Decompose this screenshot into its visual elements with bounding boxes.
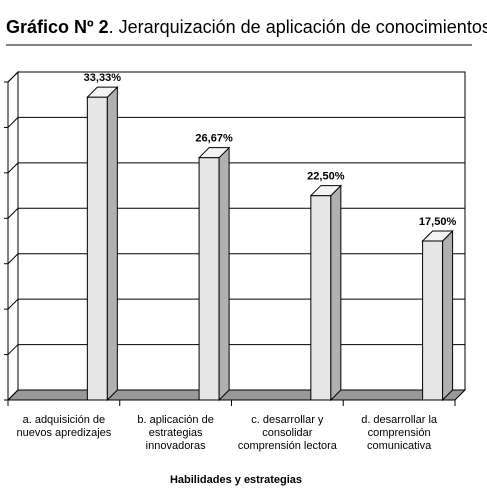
- bar-face: [198, 157, 220, 401]
- x-tick-label: d. desarrollar la: [361, 414, 438, 426]
- side-wall: [7, 70, 19, 402]
- bar-face: [86, 86, 119, 98]
- bar-face: [106, 85, 118, 402]
- chart-title: Gráfico Nº 2. Jerarquización de aplicaci…: [6, 17, 487, 37]
- grid-line: [7, 116, 465, 128]
- x-tick-label: estrategias: [149, 427, 203, 439]
- x-tick-label: comprensión: [368, 427, 431, 439]
- value-label: 22,50%: [307, 171, 345, 183]
- title-bold: Gráfico Nº 2: [6, 17, 109, 37]
- value-label: 17,50%: [419, 216, 457, 228]
- back-wall: [17, 71, 466, 391]
- grid-line: [7, 162, 465, 174]
- bar-face: [421, 230, 454, 242]
- bar: [309, 184, 343, 402]
- x-tick-label: innovadoras: [146, 440, 206, 452]
- bar-face: [86, 96, 108, 401]
- x-tick-label: c. desarrollar y: [251, 414, 324, 426]
- x-tick-label: a. adquisición de: [23, 414, 106, 426]
- bar-face: [197, 147, 231, 159]
- x-tick-label: consolidar: [262, 427, 312, 439]
- bar: [86, 85, 119, 402]
- x-tick-label: b. aplicación de: [137, 414, 213, 426]
- bar-face: [330, 184, 342, 402]
- value-label: 33,33%: [84, 72, 122, 84]
- bar-face: [218, 146, 230, 402]
- bar: [421, 229, 454, 402]
- x-tick-label: nuevos apredizajes: [16, 427, 111, 439]
- x-tick-label: comunicativa: [367, 440, 432, 452]
- bar-face: [310, 195, 332, 401]
- bar-face: [422, 240, 444, 401]
- value-label: 26,67%: [195, 133, 233, 145]
- x-tick-label: comprensión lectora: [238, 440, 338, 452]
- grid-line: [7, 71, 465, 83]
- bar: [197, 146, 231, 402]
- bar-face: [309, 185, 343, 197]
- floor: [6, 389, 467, 401]
- bar-face: [442, 229, 454, 402]
- title-rest: . Jerarquización de aplicación de conoci…: [109, 17, 487, 37]
- x-axis-label: Habilidades y estrategias: [170, 474, 302, 486]
